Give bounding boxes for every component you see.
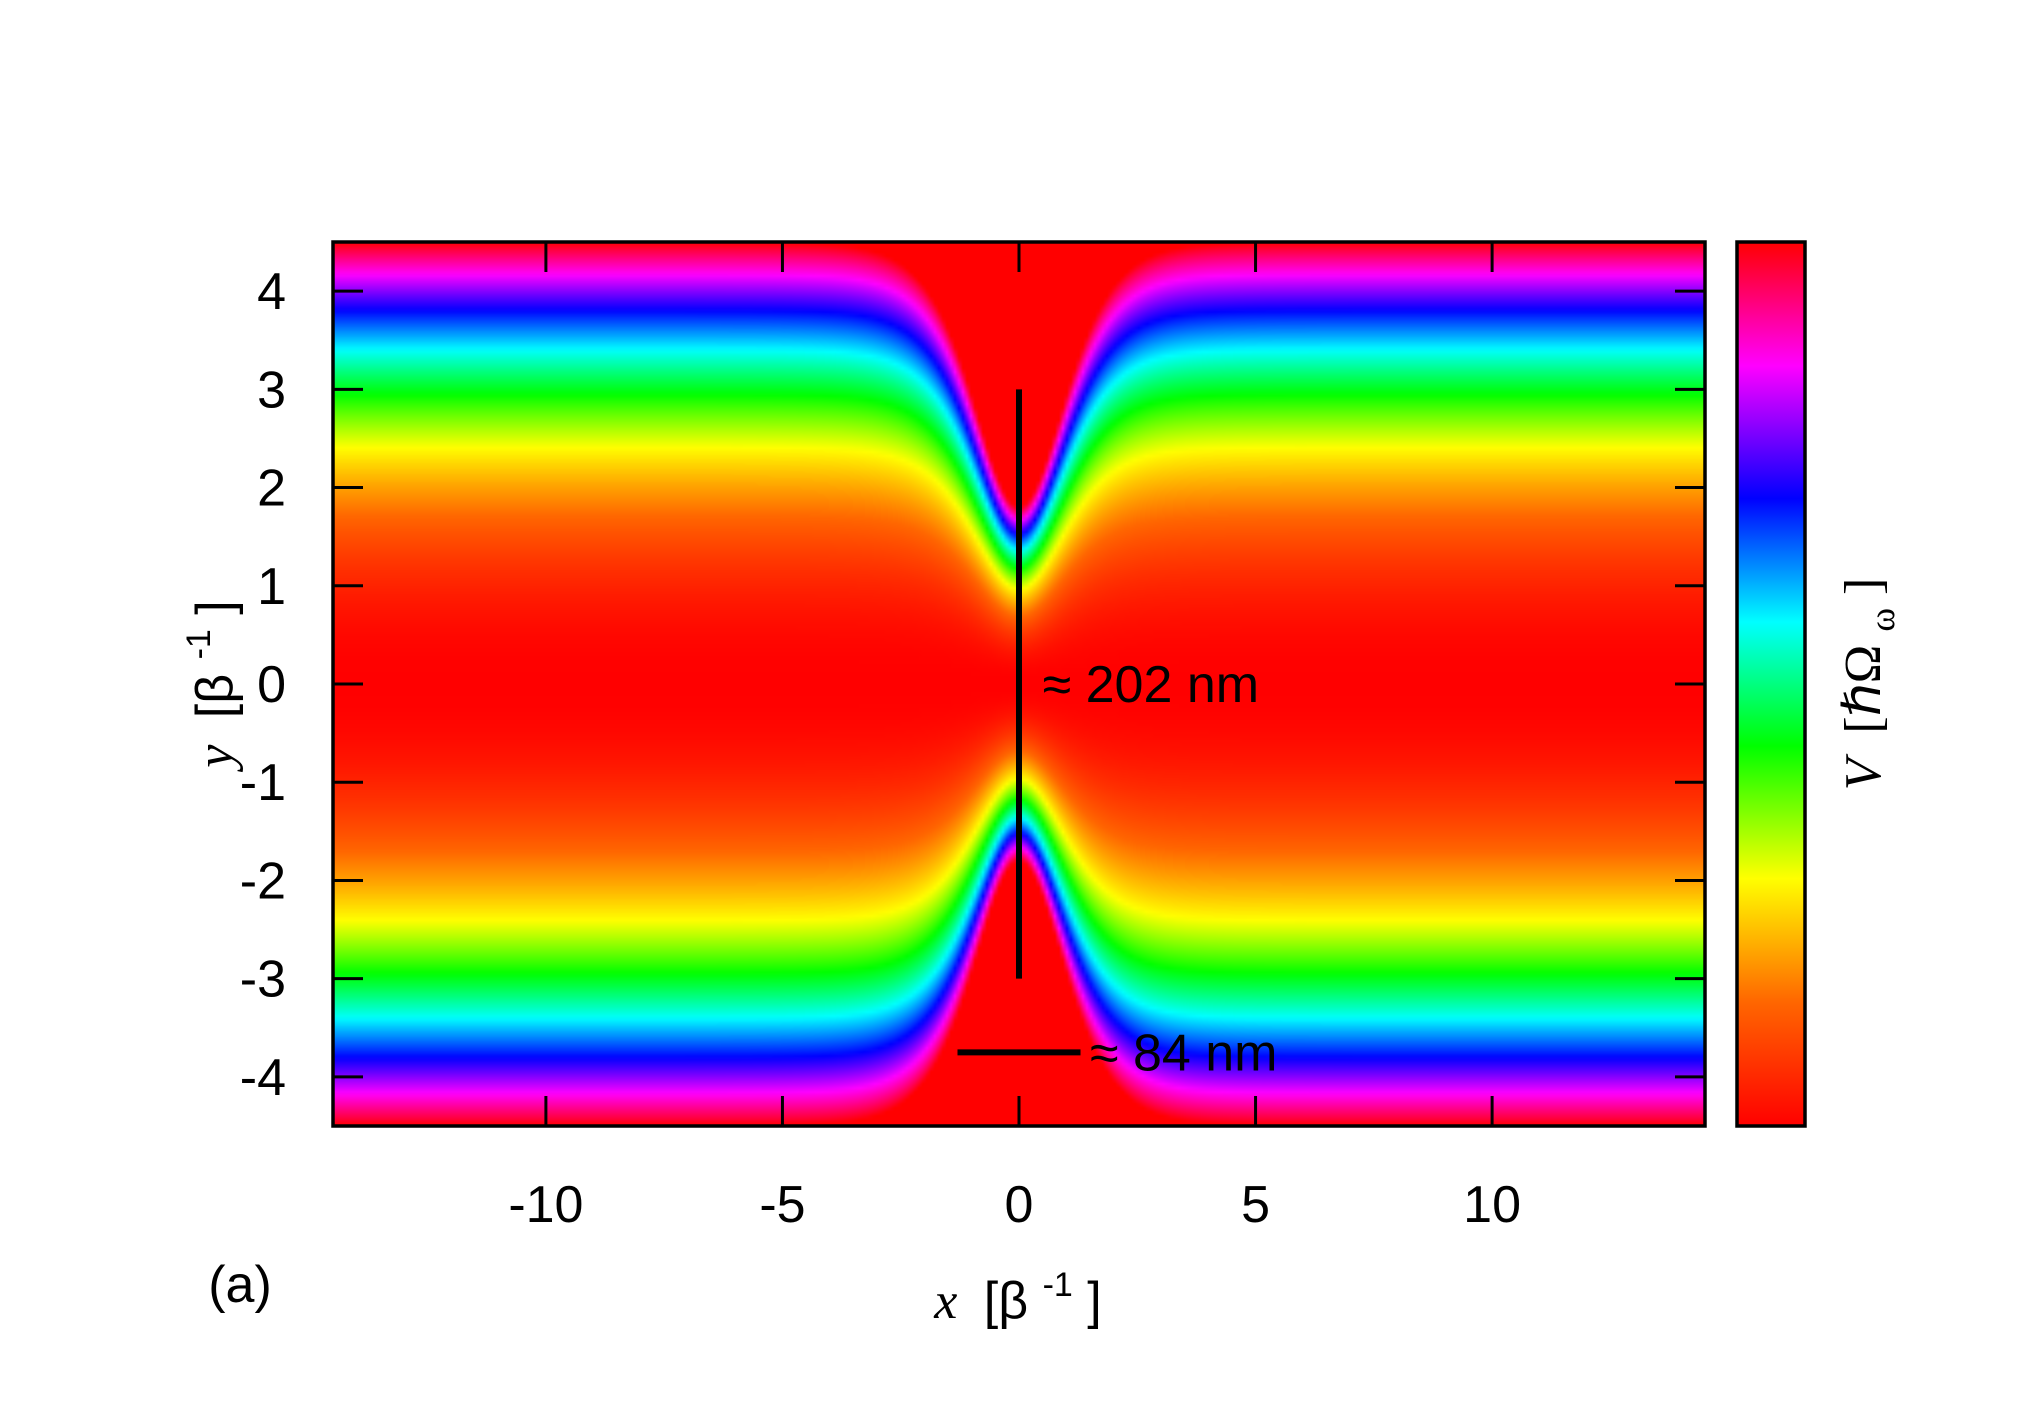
x-axis-label: x [β -1 ] (933, 1250, 1102, 1330)
x-tick-label: 0 (1005, 1176, 1034, 1234)
y-tick-label: 0 (257, 656, 286, 714)
x-ticks: -10 -5 0 5 10 (508, 242, 1521, 1234)
x-tick-label: 5 (1241, 1176, 1270, 1234)
y-axis-label: y [β -1 ] (164, 600, 244, 773)
y-tick-label: 3 (257, 361, 286, 419)
y-tick-label: -4 (240, 1049, 286, 1107)
x-tick-label: 10 (1463, 1176, 1521, 1234)
panel-label: (a) (208, 1256, 272, 1314)
y-ticks: 4 3 2 1 0 -1 -2 -3 -4 (240, 263, 1705, 1107)
annotation-label: ≈ 202 nm (1043, 656, 1259, 714)
x-tick-label: -5 (759, 1176, 805, 1234)
y-tick-label: -1 (240, 754, 286, 812)
y-tick-label: 4 (257, 263, 286, 321)
y-tick-label: 1 (257, 558, 286, 616)
annotation-label: ≈ 84 nm (1090, 1024, 1278, 1082)
y-tick-label: -2 (240, 852, 286, 910)
colorbar-label: V [ℏΩ ω ] (1835, 578, 1906, 791)
y-tick-label: -3 (240, 951, 286, 1009)
y-tick-label: 2 (257, 460, 286, 518)
x-tick-label: -10 (508, 1176, 583, 1234)
annotations: ≈ 202 nm ≈ 84 nm (957, 389, 1277, 1082)
colorbar (1735, 240, 1807, 1128)
